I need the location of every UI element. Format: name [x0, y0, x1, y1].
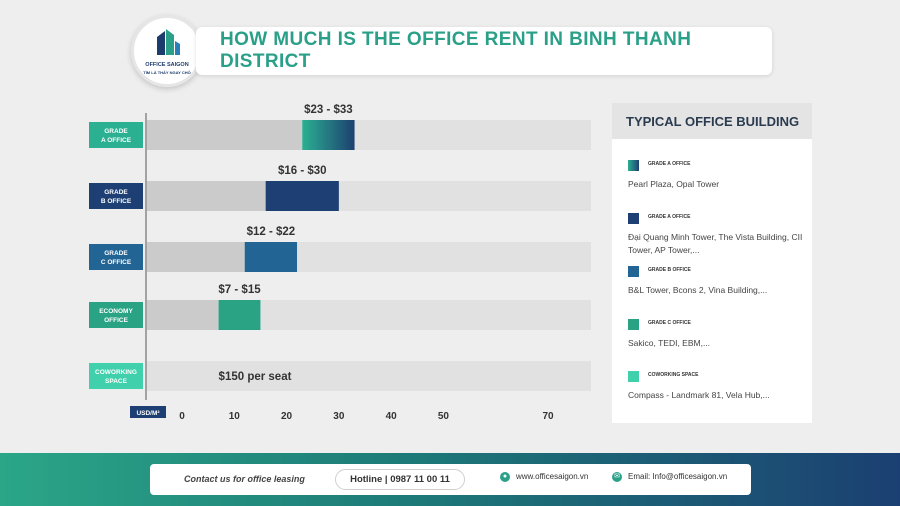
legend-label: GRADE C OFFICE	[648, 320, 691, 326]
category-label: OFFICE	[104, 317, 128, 324]
brand-logo: OFFICE SAIGON TÌM LÀ THẤY NGAY CHỖ	[131, 15, 203, 87]
legend-description: Compass - Landmark 81, Vela Hub,...	[628, 390, 770, 400]
legend-label: GRADE B OFFICE	[648, 267, 691, 273]
x-tick-label: 40	[386, 411, 398, 422]
category-label: COWORKING	[95, 369, 137, 376]
legend-swatch	[628, 213, 639, 224]
legend-swatch	[628, 160, 639, 171]
bar-value-label: $16 - $30	[278, 165, 327, 177]
legend-label: GRADE A OFFICE	[648, 161, 691, 167]
category-box	[89, 302, 143, 328]
category-label: GRADE	[104, 189, 128, 196]
category-label: GRADE	[104, 128, 128, 135]
rent-chart: GRADE A OFFICE $23 - $33 GRADE B OFFICE $16 -…	[89, 104, 591, 422]
email-text: Email: Info@officesaigon.vn	[628, 472, 728, 482]
website-link[interactable]: ● www.officesaigon.vn	[500, 472, 588, 482]
category-box	[89, 183, 143, 209]
panel-title: TYPICAL OFFICE BUILDING	[612, 103, 812, 139]
x-tick-label: 30	[333, 411, 345, 422]
category-label: GRADE	[104, 250, 128, 257]
bar-base	[147, 300, 219, 330]
legend-description: Đại Quang Minh Tower, The Vista Building…	[628, 232, 803, 255]
legend-swatch	[628, 371, 639, 382]
typical-building-panel: TYPICAL OFFICE BUILDING GRADE A OFFICE Pe…	[612, 103, 812, 423]
website-text: www.officesaigon.vn	[516, 472, 589, 482]
x-tick-label: 70	[542, 411, 554, 422]
category-label: C OFFICE	[101, 259, 132, 266]
email-link[interactable]: ✉ Email: Info@officesaigon.vn	[612, 472, 727, 482]
globe-icon: ●	[500, 472, 510, 482]
legend-description: Pearl Plaza, Opal Tower	[628, 179, 720, 189]
mail-icon: ✉	[612, 472, 622, 482]
category-box	[89, 244, 143, 270]
category-label: A OFFICE	[101, 137, 132, 144]
bar-value-label: $23 - $33	[304, 104, 353, 116]
bar-range	[244, 242, 298, 272]
logo-slogan: TÌM LÀ THẤY NGAY CHỖ	[143, 70, 191, 75]
bar-base	[147, 181, 266, 211]
category-label: ECONOMY	[99, 308, 133, 315]
x-tick-label: 0	[179, 411, 185, 422]
bar-base	[147, 242, 245, 272]
logo-name: OFFICE SAIGON	[145, 62, 189, 68]
bar-range	[265, 181, 339, 211]
bar-value-label: $7 - $15	[218, 284, 261, 296]
x-axis-label: USD/M²	[136, 410, 160, 417]
category-label: SPACE	[105, 378, 128, 385]
building-logo-icon	[157, 29, 180, 55]
x-unit-box	[130, 406, 166, 418]
page-title: HOW MUCH IS THE OFFICE RENT IN BINH THAN…	[220, 29, 692, 72]
x-tick-label: 20	[281, 411, 293, 422]
legend-swatch	[628, 266, 639, 277]
category-box	[89, 122, 143, 148]
bar-base	[147, 120, 303, 150]
hotline-button[interactable]: Hotline | 0987 11 00 11	[335, 469, 465, 490]
legend-description: Sakico, TEDI, EBM,...	[628, 338, 711, 348]
bar-value-label: $12 - $22	[247, 226, 296, 238]
contact-bar: Contact us for office leasing Hotline | …	[150, 464, 751, 495]
title-banner: HOW MUCH IS THE OFFICE RENT IN BINH THAN…	[196, 27, 772, 75]
category-label: B OFFICE	[101, 198, 132, 205]
bar-value-label: $150 per seat	[219, 371, 292, 383]
legend-swatch	[628, 319, 639, 330]
bar-range	[302, 120, 355, 150]
row-background	[147, 361, 591, 391]
x-tick-label: 50	[438, 411, 450, 422]
contact-text: Contact us for office leasing	[184, 474, 305, 484]
legend-label: GRADE A OFFICE	[648, 214, 691, 220]
x-tick-label: 10	[229, 411, 241, 422]
legend-label: COWORKING SPACE	[648, 372, 699, 378]
category-box	[89, 363, 143, 389]
legend-description: B&L Tower, Bcons 2, Vina Building,...	[628, 285, 768, 295]
bar-range	[218, 300, 261, 330]
